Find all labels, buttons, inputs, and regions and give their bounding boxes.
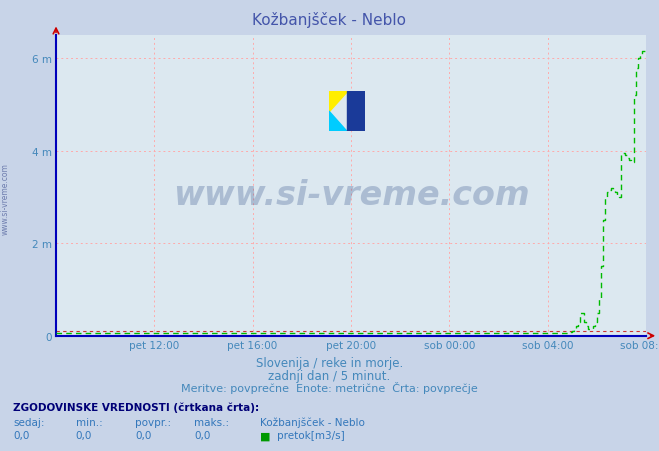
Text: pretok[m3/s]: pretok[m3/s] [277, 430, 345, 440]
Polygon shape [329, 92, 347, 112]
Polygon shape [347, 92, 365, 132]
Text: Meritve: povprečne  Enote: metrične  Črta: povprečje: Meritve: povprečne Enote: metrične Črta:… [181, 381, 478, 393]
Text: povpr.:: povpr.: [135, 417, 171, 427]
Text: 0,0: 0,0 [135, 430, 152, 440]
Text: maks.:: maks.: [194, 417, 229, 427]
Text: ■: ■ [260, 430, 271, 440]
Text: Slovenija / reke in morje.: Slovenija / reke in morje. [256, 357, 403, 369]
Text: www.si-vreme.com: www.si-vreme.com [1, 162, 10, 235]
Text: 0,0: 0,0 [76, 430, 92, 440]
Text: zadnji dan / 5 minut.: zadnji dan / 5 minut. [268, 369, 391, 382]
Polygon shape [329, 112, 347, 132]
Text: min.:: min.: [76, 417, 103, 427]
Text: ZGODOVINSKE VREDNOSTI (črtkana črta):: ZGODOVINSKE VREDNOSTI (črtkana črta): [13, 401, 259, 412]
Text: Kožbanjšček - Neblo: Kožbanjšček - Neblo [252, 12, 407, 28]
Text: Kožbanjšček - Neblo: Kožbanjšček - Neblo [260, 416, 365, 427]
Text: 0,0: 0,0 [13, 430, 30, 440]
Text: 0,0: 0,0 [194, 430, 211, 440]
Text: www.si-vreme.com: www.si-vreme.com [173, 179, 529, 212]
Text: sedaj:: sedaj: [13, 417, 45, 427]
